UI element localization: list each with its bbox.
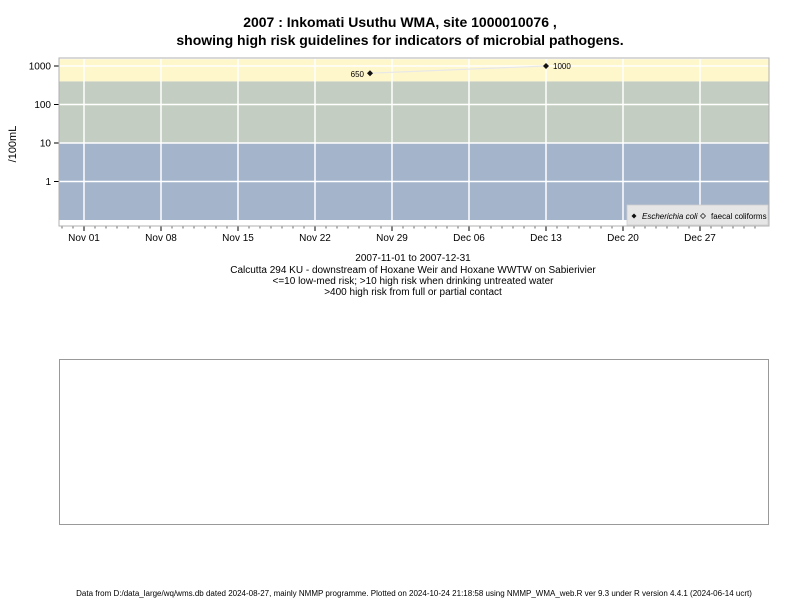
x-tick-label: Nov 29 [376, 233, 408, 244]
x-tick-label: Nov 15 [222, 233, 254, 244]
caption-site: Calcutta 294 KU - downstream of Hoxane W… [230, 265, 596, 276]
legend-box [626, 204, 769, 226]
risk-band-2 [59, 59, 769, 82]
y-axis-label: /100mL [7, 125, 19, 163]
data-point-e-coli [367, 70, 373, 77]
x-tick-label: Dec 13 [530, 233, 562, 244]
caption-date-range: 2007-11-01 to 2007-12-31 [355, 253, 471, 264]
y-tick-label: 1000 [29, 62, 52, 73]
y-tick-label: 1 [45, 177, 51, 188]
x-tick-label: Dec 06 [453, 233, 485, 244]
y-tick-label: 100 [34, 100, 51, 111]
caption-risk-high: >400 high risk from full or partial cont… [324, 287, 502, 298]
x-tick-label: Dec 27 [684, 233, 716, 244]
y-tick-label: 10 [40, 139, 52, 150]
x-tick-label: Nov 08 [145, 233, 177, 244]
legend-marker-faecal-coliforms [699, 212, 707, 220]
x-tick-label: Dec 20 [607, 233, 639, 244]
data-label: 650 [351, 70, 365, 79]
series-line-e-coli [369, 65, 547, 74]
data-label: 1000 [553, 62, 571, 71]
footer-note: Data from D:/data_large/wq/wms.db dated … [76, 589, 752, 598]
risk-band-1 [59, 81, 769, 143]
empty-plot-panel [59, 359, 769, 525]
caption-risk-low: <=10 low-med risk; >10 high risk when dr… [272, 276, 554, 287]
chart-title-line-2: showing high risk guidelines for indicat… [176, 32, 624, 48]
legend-marker-e-coli [631, 213, 637, 219]
chart-area: Nov 01 Nov 08 Nov 15 Nov 22 Nov 29 Dec 06 Dec … [29, 57, 770, 244]
legend-label-e-coli: Escherichia coli [642, 212, 698, 221]
legend-label-faecal-coliforms: faecal coliforms [711, 212, 767, 221]
x-tick-label: Nov 22 [299, 233, 331, 244]
x-tick-label: Nov 01 [68, 233, 100, 244]
data-point-e-coli [543, 63, 549, 69]
plot-frame [58, 57, 770, 227]
chart-title-line-1: 2007 : Inkomati Usuthu WMA, site 1000010… [243, 14, 557, 30]
